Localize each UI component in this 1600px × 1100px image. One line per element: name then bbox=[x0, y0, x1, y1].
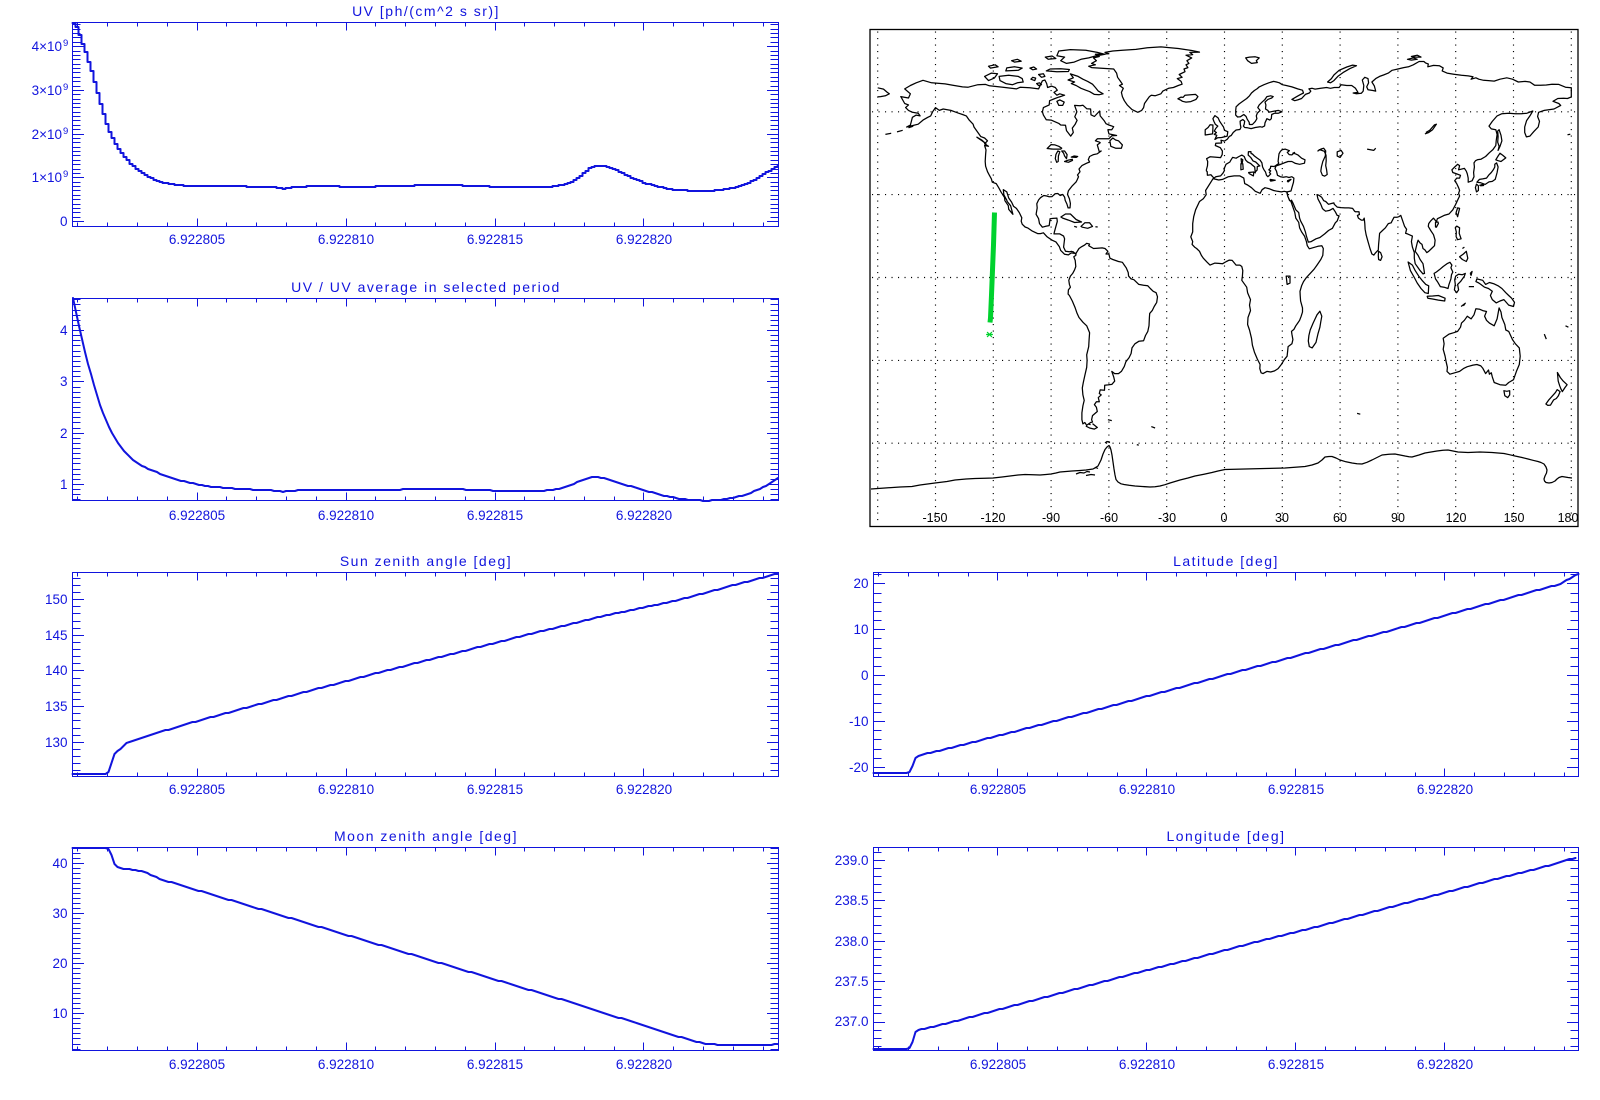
svg-text:Longitude [deg]: Longitude [deg] bbox=[1166, 828, 1285, 844]
svg-text:UV / UV average in selected pe: UV / UV average in selected period bbox=[291, 279, 561, 295]
svg-text:6.922810: 6.922810 bbox=[318, 782, 374, 797]
svg-text:6.922820: 6.922820 bbox=[1417, 1057, 1473, 1072]
svg-text:6.922820: 6.922820 bbox=[616, 782, 672, 797]
svg-text:-20: -20 bbox=[849, 760, 869, 775]
svg-text:30: 30 bbox=[1275, 511, 1289, 525]
svg-text:9: 9 bbox=[63, 169, 68, 180]
svg-text:UV [ph/(cm^2 s sr)]: UV [ph/(cm^2 s sr)] bbox=[352, 3, 500, 19]
svg-text:238.0: 238.0 bbox=[835, 934, 869, 949]
svg-text:130: 130 bbox=[45, 735, 68, 750]
svg-text:10: 10 bbox=[853, 622, 868, 637]
svg-text:20: 20 bbox=[853, 576, 868, 591]
svg-text:20: 20 bbox=[52, 956, 67, 971]
svg-text:6.922815: 6.922815 bbox=[467, 1057, 523, 1072]
svg-text:135: 135 bbox=[45, 699, 68, 714]
svg-text:-30: -30 bbox=[1158, 511, 1176, 525]
svg-text:6.922815: 6.922815 bbox=[1268, 782, 1324, 797]
svg-text:6.922820: 6.922820 bbox=[616, 508, 672, 523]
svg-text:6.922805: 6.922805 bbox=[169, 232, 225, 247]
svg-text:3: 3 bbox=[60, 374, 68, 389]
svg-text:238.5: 238.5 bbox=[835, 893, 869, 908]
svg-text:2×10: 2×10 bbox=[32, 127, 62, 142]
svg-text:10: 10 bbox=[52, 1006, 67, 1021]
svg-text:4×10: 4×10 bbox=[32, 39, 62, 54]
svg-text:1×10: 1×10 bbox=[32, 170, 62, 185]
svg-text:2: 2 bbox=[60, 426, 68, 441]
svg-text:Sun zenith angle [deg]: Sun zenith angle [deg] bbox=[340, 553, 512, 569]
svg-text:6.922820: 6.922820 bbox=[1417, 782, 1473, 797]
svg-text:6.922820: 6.922820 bbox=[616, 1057, 672, 1072]
svg-text:239.0: 239.0 bbox=[835, 853, 869, 868]
svg-text:6.922810: 6.922810 bbox=[1119, 1057, 1175, 1072]
svg-text:150: 150 bbox=[1504, 511, 1525, 525]
svg-text:90: 90 bbox=[1391, 511, 1405, 525]
svg-text:6.922805: 6.922805 bbox=[169, 782, 225, 797]
svg-text:6.922810: 6.922810 bbox=[318, 1057, 374, 1072]
svg-text:60: 60 bbox=[1333, 511, 1347, 525]
svg-text:180: 180 bbox=[1558, 511, 1579, 525]
svg-text:Moon zenith angle [deg]: Moon zenith angle [deg] bbox=[334, 828, 518, 844]
svg-text:150: 150 bbox=[45, 592, 68, 607]
svg-text:-60: -60 bbox=[1100, 511, 1118, 525]
svg-text:6.922820: 6.922820 bbox=[616, 232, 672, 247]
svg-text:6.922815: 6.922815 bbox=[467, 508, 523, 523]
svg-text:0: 0 bbox=[861, 668, 869, 683]
svg-text:9: 9 bbox=[63, 38, 68, 49]
svg-text:40: 40 bbox=[52, 856, 67, 871]
svg-text:237.0: 237.0 bbox=[835, 1014, 869, 1029]
svg-text:9: 9 bbox=[63, 82, 68, 93]
svg-text:1: 1 bbox=[60, 477, 68, 492]
svg-text:6.922805: 6.922805 bbox=[169, 1057, 225, 1072]
svg-text:145: 145 bbox=[45, 628, 68, 643]
svg-text:4: 4 bbox=[60, 323, 68, 338]
svg-text:6.922805: 6.922805 bbox=[970, 1057, 1026, 1072]
svg-text:30: 30 bbox=[52, 906, 67, 921]
svg-text:Latitude [deg]: Latitude [deg] bbox=[1173, 553, 1279, 569]
svg-text:6.922815: 6.922815 bbox=[467, 232, 523, 247]
svg-text:6.922810: 6.922810 bbox=[1119, 782, 1175, 797]
svg-text:-10: -10 bbox=[849, 714, 869, 729]
svg-text:6.922805: 6.922805 bbox=[169, 508, 225, 523]
svg-text:-120: -120 bbox=[980, 511, 1005, 525]
svg-text:140: 140 bbox=[45, 663, 68, 678]
svg-text:237.5: 237.5 bbox=[835, 974, 869, 989]
svg-text:9: 9 bbox=[63, 126, 68, 137]
svg-text:-90: -90 bbox=[1042, 511, 1060, 525]
svg-text:6.922815: 6.922815 bbox=[1268, 1057, 1324, 1072]
svg-text:3×10: 3×10 bbox=[32, 83, 62, 98]
svg-text:6.922810: 6.922810 bbox=[318, 232, 374, 247]
svg-text:120: 120 bbox=[1446, 511, 1467, 525]
svg-text:0: 0 bbox=[60, 214, 68, 229]
svg-text:0: 0 bbox=[1221, 511, 1228, 525]
svg-text:6.922815: 6.922815 bbox=[467, 782, 523, 797]
svg-text:-150: -150 bbox=[922, 511, 947, 525]
svg-text:6.922805: 6.922805 bbox=[970, 782, 1026, 797]
svg-text:6.922810: 6.922810 bbox=[318, 508, 374, 523]
